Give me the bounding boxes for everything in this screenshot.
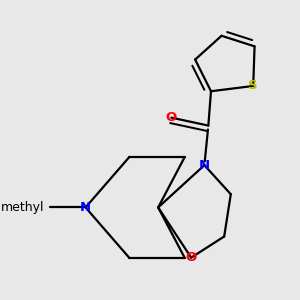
Text: O: O [166,111,177,124]
Text: N: N [199,159,210,172]
Text: N: N [80,201,91,214]
Text: O: O [186,251,197,264]
Text: S: S [248,80,258,92]
Text: methyl: methyl [1,201,45,214]
